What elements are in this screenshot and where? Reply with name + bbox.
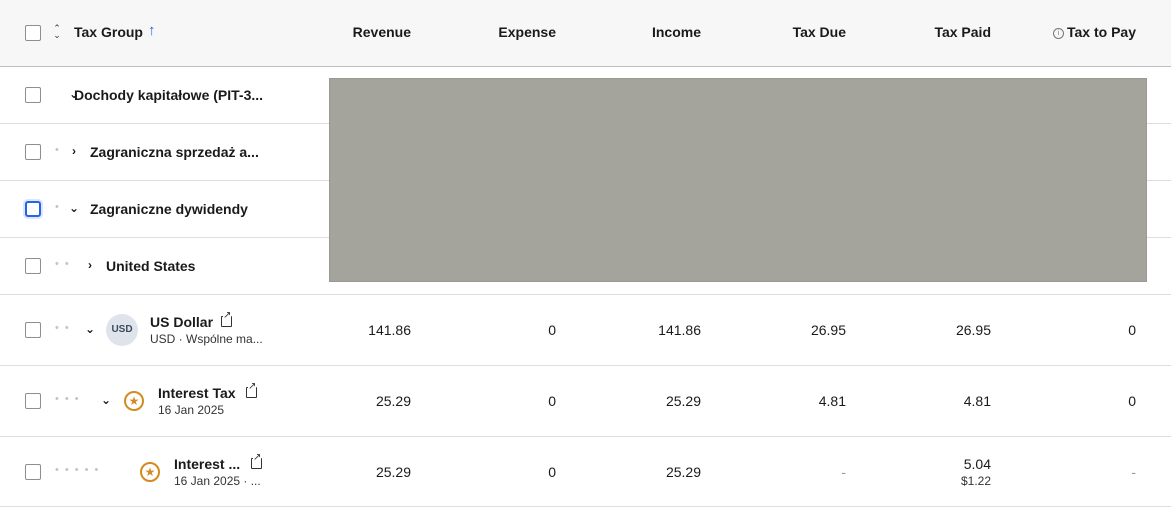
redacted-area: [329, 78, 1147, 282]
row-checkbox[interactable]: [25, 393, 41, 409]
chevron-down-icon[interactable]: ⌄: [69, 201, 80, 215]
column-header-tax-due[interactable]: Tax Due: [792, 24, 846, 40]
revenue-value: 141.86: [368, 322, 411, 338]
tax-due-value: 26.95: [810, 322, 846, 338]
income-value: 25.29: [665, 393, 701, 409]
expense-value: 0: [548, 464, 556, 480]
table-row[interactable]: ••• ⌄ ★ Interest Tax 16 Jan 2025 25.29 0…: [0, 366, 1171, 437]
currency-avatar: USD: [106, 314, 138, 346]
column-header-tax-paid[interactable]: Tax Paid: [934, 24, 991, 40]
indent-dots: ••: [55, 322, 75, 334]
item-subtitle: 16 Jan 2025 · ...: [174, 474, 261, 488]
star-icon: ★: [140, 462, 160, 482]
chevron-down-icon[interactable]: ⌄: [69, 87, 80, 101]
expense-value: 0: [548, 393, 556, 409]
tax-paid-value: 4.81: [963, 393, 991, 409]
chevron-right-icon[interactable]: ›: [72, 144, 76, 158]
item-subtitle: USD · Wspólne ma...: [150, 332, 263, 346]
column-header-income[interactable]: Income: [651, 24, 701, 40]
chevron-down-icon[interactable]: ⌄: [85, 322, 96, 336]
tax-paid-secondary-value: $1.22: [960, 474, 991, 488]
table-row[interactable]: •• ⌄ USD US Dollar USD · Wspólne ma... 1…: [0, 295, 1171, 366]
income-value: 141.86: [658, 322, 701, 338]
row-checkbox[interactable]: [25, 322, 41, 338]
external-link-icon[interactable]: [246, 382, 257, 398]
group-label: United States: [106, 258, 196, 274]
column-header-tax-to-pay[interactable]: Tax to Pay: [1067, 24, 1136, 40]
indent-dots: •••••: [55, 464, 105, 476]
tax-due-value: -: [841, 464, 846, 480]
external-link-icon[interactable]: [221, 311, 232, 327]
tax-due-value: 4.81: [818, 393, 846, 409]
row-checkbox[interactable]: [25, 258, 41, 274]
chevron-right-icon[interactable]: ›: [88, 258, 92, 272]
sort-ascending-icon[interactable]: ↑: [148, 22, 156, 39]
row-checkbox[interactable]: [25, 464, 41, 480]
revenue-value: 25.29: [375, 464, 411, 480]
tax-paid-value: 26.95: [955, 322, 991, 338]
tax-to-pay-value: -: [1131, 464, 1136, 480]
column-header-revenue[interactable]: Revenue: [352, 24, 411, 40]
select-all-checkbox[interactable]: [25, 25, 41, 41]
info-icon[interactable]: i: [1053, 28, 1064, 39]
item-subtitle: 16 Jan 2025: [158, 403, 225, 417]
tax-to-pay-value: 0: [1128, 322, 1136, 338]
revenue-value: 25.29: [375, 393, 411, 409]
star-icon: ★: [124, 391, 144, 411]
tax-paid-value: 5.04: [963, 456, 991, 472]
table-header: ⌃ ⌄ Tax Group ↑ Revenue Expense Income Ta…: [0, 0, 1171, 67]
group-label: Zagraniczna sprzedaż a...: [90, 144, 259, 160]
table-row[interactable]: ••••• ★ Interest ... 16 Jan 2025 · ... 2…: [0, 437, 1171, 507]
item-title: US Dollar: [150, 314, 214, 330]
indent-dots: ••: [55, 258, 75, 270]
indent-dots: •: [55, 201, 65, 213]
group-label: Zagraniczne dywidendy: [90, 201, 248, 217]
item-title: Interest Tax: [158, 385, 236, 401]
table-row[interactable]: •• › United States: [0, 238, 1171, 295]
indent-dots: •: [55, 144, 65, 156]
external-link-icon[interactable]: [251, 453, 262, 469]
expense-value: 0: [548, 322, 556, 338]
sort-toggle-icon[interactable]: ⌃ ⌄: [53, 23, 61, 40]
column-header-expense[interactable]: Expense: [498, 24, 556, 40]
column-header-tax-group[interactable]: Tax Group: [74, 24, 143, 40]
indent-dots: •••: [55, 393, 85, 405]
tax-to-pay-value: 0: [1128, 393, 1136, 409]
chevron-down-icon[interactable]: ⌄: [101, 393, 112, 407]
group-label: Dochody kapitałowe (PIT-3...: [74, 87, 264, 103]
row-checkbox[interactable]: [25, 144, 41, 160]
row-checkbox[interactable]: [25, 201, 41, 217]
item-title: Interest ...: [174, 456, 241, 472]
row-checkbox[interactable]: [25, 87, 41, 103]
income-value: 25.29: [665, 464, 701, 480]
